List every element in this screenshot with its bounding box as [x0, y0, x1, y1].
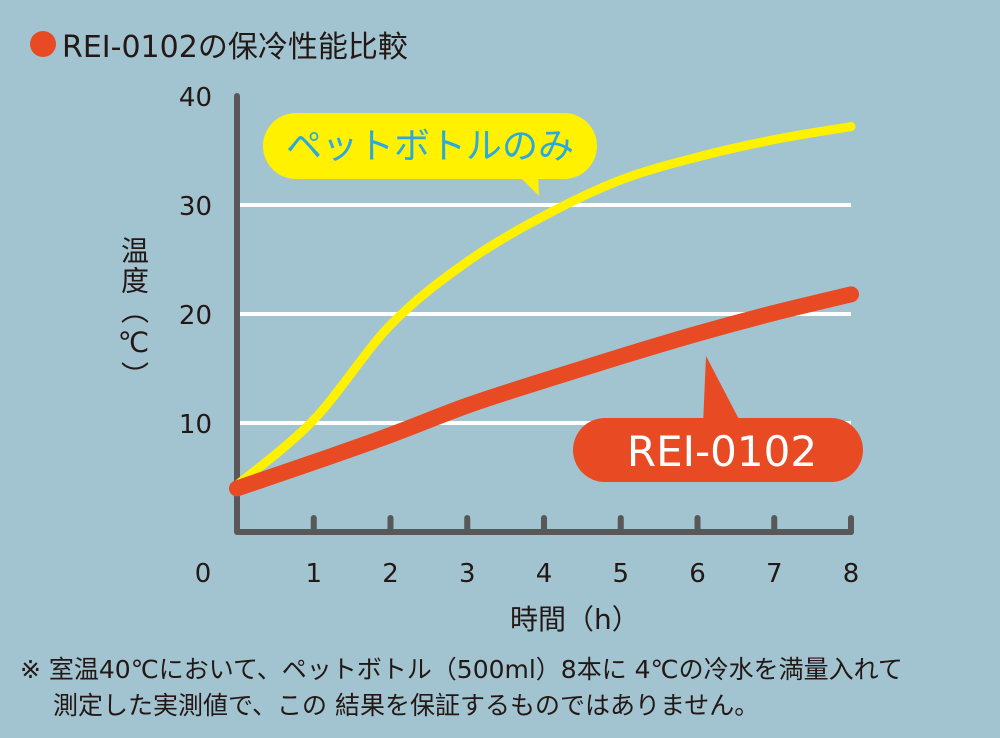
bullet-dot-icon: [30, 31, 56, 57]
x-tick-label: 4: [536, 559, 553, 589]
chart-title-text: REI-0102の保冷性能比較: [62, 30, 408, 65]
y-tick-label: 20: [179, 301, 212, 331]
x-tick-label: 2: [382, 559, 399, 589]
x-tick-label: 3: [459, 559, 476, 589]
footnote-line-2: 測定した実測値で、この 結果を保証するものではありません。: [53, 691, 760, 720]
x-tick-label: 6: [689, 559, 706, 589]
axis-line: [234, 93, 854, 535]
footnote: ※ 室温40℃において、ペットボトル（500ml）8本に 4℃の冷水を満量入れて…: [20, 652, 903, 724]
x-tick-label: 7: [766, 559, 783, 589]
y-tick-label: 10: [179, 410, 212, 440]
y-tick-label: 40: [179, 83, 212, 113]
x-axis-label: 時間（h）: [510, 603, 640, 636]
series-line-rei-0102: [229, 286, 859, 497]
x-tick-label: 5: [612, 559, 629, 589]
y-axis-label: 温度（℃）: [117, 236, 150, 391]
y-tick-label: 30: [179, 192, 212, 222]
x-tick-label: 1: [305, 559, 322, 589]
callout-rei-0102: [573, 418, 863, 482]
footnote-line-1: ※ 室温40℃において、ペットボトル（500ml）8本に 4℃の冷水を満量入れて: [20, 655, 903, 684]
series-line-pet-bottle: [232, 122, 856, 490]
x-tick-label: 8: [843, 559, 860, 589]
x-tick-label: 0: [195, 559, 212, 589]
legend-label-pet-bottle: ペットボトルのみ: [286, 126, 574, 167]
callout-pointer-pet-bottle: [513, 170, 539, 196]
callout-pointer-rei-0102: [703, 356, 742, 425]
callout-pet-bottle: [263, 113, 597, 179]
chart-title: REI-0102の保冷性能比較: [30, 22, 408, 66]
legend-label-rei-0102: REI-0102: [627, 427, 817, 476]
